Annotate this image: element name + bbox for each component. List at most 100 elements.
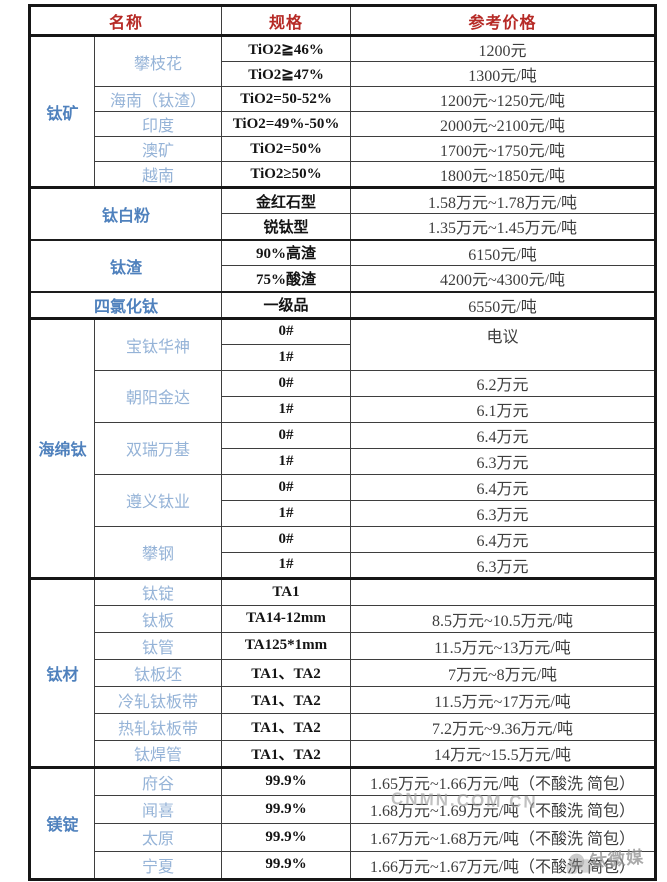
spec-cell: 99.9% [221,850,352,880]
spec-cell: TA1、TA2 [221,658,352,687]
price-cell: 4200元~4300元/吨 [350,265,657,292]
section-sponge-titanium: 海绵钛 宝钛华神 0# 电议 1# 朝阳金达 0# 6.2万元 1# 6.1万元… [29,316,657,579]
price-cell: 2000元~2100元/吨 [350,111,657,137]
category-titanium-products: 钛材 [29,576,95,768]
producer-name-cell: 双瑞万基 [93,421,223,475]
category-titanium-ore: 钛矿 [29,34,95,188]
producer-name-cell: 攀枝花 [93,34,223,87]
table-row: 双瑞万基 0# 6.4万元 [30,421,657,475]
table-row: 75%酸渣 4200元~4300元/吨 [30,265,657,292]
spec-cell: TiO2≥50% [221,161,352,188]
table-row: 印度 TiO2=49%-50% 2000元~2100元/吨 [30,111,657,137]
table-row: 遵义钛业 0# 6.4万元 [30,473,657,527]
price-cell: 1200元~1250元/吨 [350,86,657,112]
spec-cell: 0# [221,421,352,449]
titanium-price-table: 名称 规格 参考价格 钛矿 攀枝花 TiO2≧46% 1200元 TiO2≧47… [28,4,658,881]
category-titanium-tetrachloride: 四氯化钛 [28,290,223,319]
producer-name-cell: 热轧钛板带 [93,712,223,741]
price-cell: 6.1万元 [350,395,657,423]
section-titanium-ore: 钛矿 攀枝花 TiO2≧46% 1200元 TiO2≧47% 1300元/吨 海… [29,34,657,188]
spec-cell: 锐钛型 [221,213,352,240]
spec-cell: 90%高渣 [221,238,352,266]
spec-cell: 1# [221,551,352,579]
price-cell: 6.3万元 [350,447,657,475]
category-sponge-titanium: 海绵钛 [29,316,95,579]
table-row: 钛材 钛锭 TA1 [29,576,657,768]
producer-name-cell: 宝钛华神 [93,316,223,371]
price-cell: 7万元~8万元/吨 [350,658,657,687]
producer-name-cell: 钛板坯 [93,658,223,687]
table-row: 钛板 TA14-12mm 8.5万元~10.5万元/吨 [30,604,657,633]
table-row: 冷轧钛板带 TA1、TA2 11.5万元~17万元/吨 [30,685,657,714]
spec-cell: TA1、TA2 [221,739,352,768]
section-titanium-dioxide: 钛白粉 金红石型 1.58万元~1.78万元/吨 锐钛型 1.35万元~1.45… [28,186,657,240]
table-row: 宁夏 99.9% 1.66万元~1.67万元/吨（不酸洗 简包） [30,850,657,880]
section-titanium-tetrachloride: 四氯化钛 一级品 6550元/吨 [28,290,657,319]
section-titanium-products: 钛材 钛锭 TA1 钛板 TA14-12mm 8.5万元~10.5万元/吨 钛管… [29,576,657,768]
price-cell: 1.35万元~1.45万元/吨 [350,213,657,240]
table-row: TiO2≧47% 1300元/吨 [30,61,657,87]
table-row: 钛白粉 金红石型 1.58万元~1.78万元/吨 [28,186,657,240]
price-cell: 6.2万元 [350,369,657,397]
table-row: 越南 TiO2≥50% 1800元~1850元/吨 [30,161,657,188]
spec-cell: TiO2=50-52% [221,86,352,112]
table-row: 1# 6.1万元 [30,395,657,423]
table-header-row: 名称 规格 参考价格 [28,5,657,36]
producer-name-cell: 钛板 [93,604,223,633]
spec-cell: 0# [221,473,352,501]
table-row: 热轧钛板带 TA1、TA2 7.2万元~9.36万元/吨 [30,712,657,741]
price-cell: 11.5万元~13万元/吨 [350,631,657,660]
spec-cell: 一级品 [221,290,352,319]
table-row: 四氯化钛 一级品 6550元/吨 [28,290,657,319]
producer-name-cell: 钛管 [93,631,223,660]
spec-cell: TiO2=49%-50% [221,111,352,137]
price-cell: 6.4万元 [350,421,657,449]
table-row: 钛渣 90%高渣 6150元/吨 [28,238,657,292]
price-cell: 1.67万元~1.68万元/吨（不酸洗 简包） [350,822,657,852]
producer-name-cell: 钛焊管 [93,739,223,768]
category-titanium-dioxide: 钛白粉 [28,186,223,240]
table-row: 1# 6.3万元 [30,447,657,475]
price-cell: 6.4万元 [350,473,657,501]
spec-cell: 金红石型 [221,186,352,214]
category-magnesium-ingot: 镁锭 [29,765,95,880]
table-row: 锐钛型 1.35万元~1.45万元/吨 [30,213,657,240]
category-titanium-slag: 钛渣 [28,238,223,292]
spec-cell: 1# [221,395,352,423]
table-row: 1# 6.3万元 [30,551,657,579]
table-row: 澳矿 TiO2=50% 1700元~1750元/吨 [30,136,657,162]
producer-name-cell: 朝阳金达 [93,369,223,423]
table-row: 钛管 TA125*1mm 11.5万元~13万元/吨 [30,631,657,660]
spec-cell: 0# [221,316,352,345]
price-cell: 8.5万元~10.5万元/吨 [350,604,657,633]
price-cell: 1800元~1850元/吨 [350,161,657,188]
table-row: 朝阳金达 0# 6.2万元 [30,369,657,423]
spec-cell: 1# [221,499,352,527]
table-row: 钛矿 攀枝花 TiO2≧46% 1200元 [29,34,657,188]
table-row: 1# [30,343,656,371]
spec-cell: 99.9% [221,822,352,852]
table-row: 钛板坯 TA1、TA2 7万元~8万元/吨 [30,658,657,687]
spec-cell: 1# [221,343,352,371]
price-cell: 6.3万元 [350,551,657,579]
price-cell: 6.4万元 [350,525,657,553]
table-row: 海绵钛 宝钛华神 0# 电议 [29,316,657,579]
producer-name-cell: 府谷 [93,765,223,796]
spec-cell: 99.9% [221,794,352,824]
price-cell: 1700元~1750元/吨 [350,136,657,162]
table-row: 攀钢 0# 6.4万元 [30,525,657,579]
price-cell: 1.58万元~1.78万元/吨 [350,186,657,214]
header-spec: 规格 [221,5,352,36]
table-row: 闻喜 99.9% 1.68万元~1.69万元/吨（不酸洗 简包） [30,794,657,824]
spec-cell: TiO2≧47% [221,61,352,87]
producer-name-cell: 宁夏 [93,850,223,880]
spec-cell: TiO2=50% [221,136,352,162]
price-cell: 6150元/吨 [350,238,657,266]
spec-cell: TA1、TA2 [221,685,352,714]
section-titanium-slag: 钛渣 90%高渣 6150元/吨 75%酸渣 4200元~4300元/吨 [28,238,657,292]
price-cell: 1.65万元~1.66万元/吨（不酸洗 简包） [350,765,657,796]
table-row: 1# 6.3万元 [30,499,657,527]
spec-cell: TA1、TA2 [221,712,352,741]
spec-cell: 0# [221,525,352,553]
